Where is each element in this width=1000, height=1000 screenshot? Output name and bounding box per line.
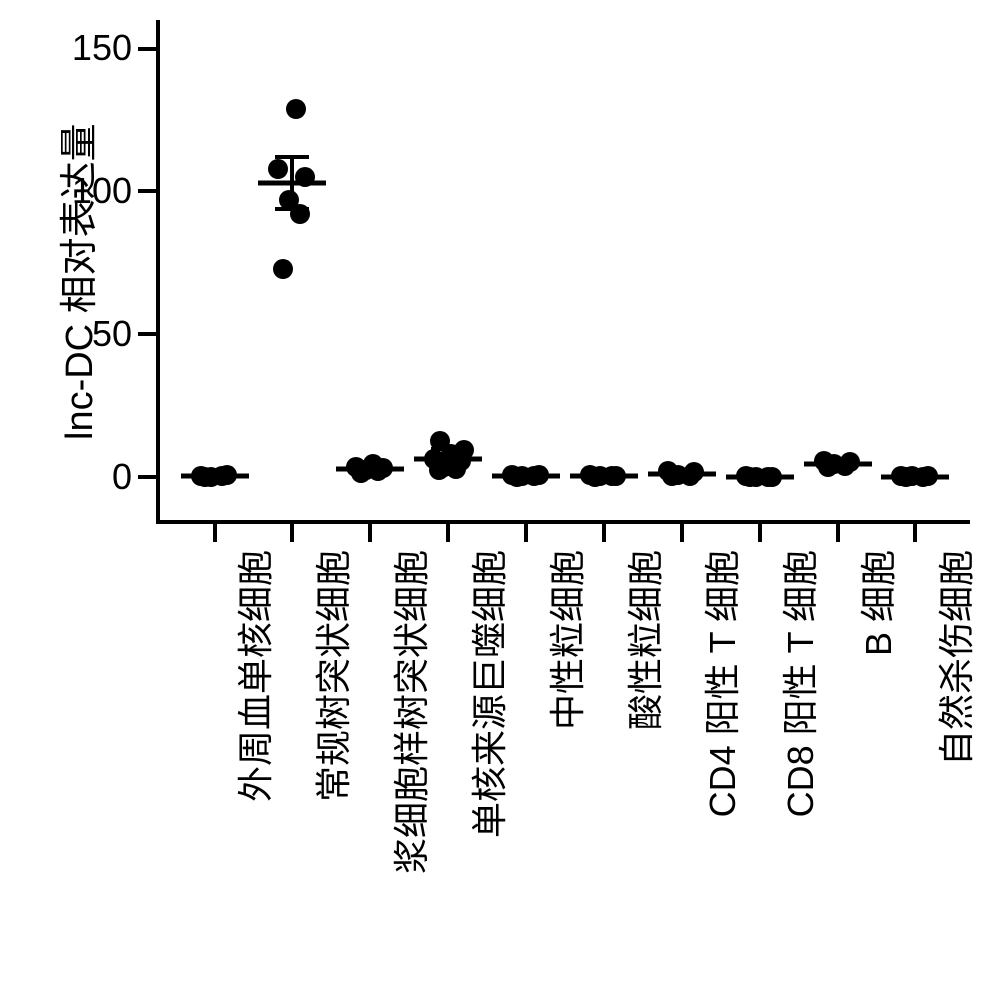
y-tick [138, 332, 156, 336]
x-tick [524, 524, 528, 542]
y-tick [138, 475, 156, 479]
errorbar-cap [509, 476, 543, 480]
chart-figure: lnc-DC 相对表达量 050100150外周血单核细胞常规树突状细胞浆细胞样… [0, 0, 1000, 1000]
y-tick-label: 0 [112, 456, 132, 498]
errorbar-cap [898, 476, 932, 480]
y-tick [138, 47, 156, 51]
x-tick [758, 524, 762, 542]
data-point [286, 99, 306, 119]
x-category-label: B 细胞 [850, 550, 902, 970]
x-tick [836, 524, 840, 542]
errorbar-cap [353, 463, 387, 467]
x-category-label: CD8 阳性 T 细胞 [772, 550, 824, 970]
x-category-label: 浆细胞样树突状细胞 [383, 550, 435, 970]
x-tick [602, 524, 606, 542]
x-category-label: 酸性粒细胞 [617, 550, 669, 970]
x-tick [368, 524, 372, 542]
errorbar-line [290, 157, 294, 208]
errorbar-cap [431, 447, 465, 451]
errorbar-cap [587, 476, 621, 480]
errorbar-cap [743, 476, 777, 480]
errorbar-cap [353, 470, 387, 474]
x-tick [290, 524, 294, 542]
errorbar-cap [665, 469, 699, 473]
y-tick-label: 50 [92, 313, 132, 355]
x-category-label: 中性粒细胞 [539, 550, 591, 970]
errorbar-cap [821, 465, 855, 469]
data-point [268, 159, 288, 179]
errorbar-cap [431, 466, 465, 470]
errorbar-cap [665, 475, 699, 479]
y-tick-label: 100 [72, 170, 132, 212]
y-tick [138, 189, 156, 193]
y-tick-label: 150 [72, 27, 132, 69]
x-tick [446, 524, 450, 542]
errorbar-cap [275, 155, 309, 159]
y-axis-line [156, 20, 160, 524]
x-axis-line [156, 520, 970, 524]
x-tick [680, 524, 684, 542]
x-category-label: 常规树突状细胞 [305, 550, 357, 970]
x-category-label: 单核来源巨噬细胞 [461, 550, 513, 970]
errorbar-cap [275, 207, 309, 211]
x-category-label: 自然杀伤细胞 [928, 550, 980, 970]
x-category-label: 外周血单核细胞 [227, 550, 279, 970]
errorbar-cap [821, 459, 855, 463]
x-category-label: CD4 阳性 T 细胞 [694, 550, 746, 970]
errorbar-cap [198, 476, 232, 480]
x-tick [213, 524, 217, 542]
data-point [273, 259, 293, 279]
x-tick [913, 524, 917, 542]
